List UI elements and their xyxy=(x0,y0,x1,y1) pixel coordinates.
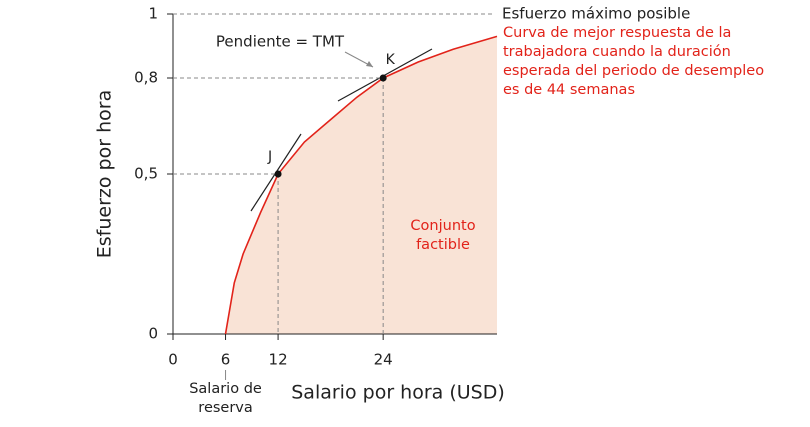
point xyxy=(379,74,387,82)
curve-label: Curva de mejor respuesta de la trabajado… xyxy=(503,25,765,98)
x-axis-label: Salario por hora (USD) xyxy=(291,382,505,404)
slope-pointer-head xyxy=(366,61,373,67)
y-tick-label: 0,5 xyxy=(134,165,158,183)
point-label: K xyxy=(386,52,396,68)
x-tick-label: 12 xyxy=(269,351,288,369)
tangent-k xyxy=(337,48,433,102)
point-label: J xyxy=(267,149,272,165)
x-tick-label: 24 xyxy=(374,351,393,369)
feasible-area xyxy=(225,36,497,335)
y-tick-label: 1 xyxy=(148,5,158,23)
point xyxy=(274,170,282,178)
x-tick-label: 6 xyxy=(221,351,231,369)
best-response-curve xyxy=(224,35,498,335)
max-effort-label: Esfuerzo máximo posible xyxy=(502,5,690,23)
y-tick-label: 0,8 xyxy=(134,69,158,87)
reservation-label: Salario de reserva xyxy=(189,381,262,416)
y-tick-label: 0 xyxy=(148,325,158,343)
x-tick-label: 0 xyxy=(168,351,178,369)
slope-label: Pendiente = TMT xyxy=(216,33,345,51)
y-axis-label: Esfuerzo por hora xyxy=(94,90,116,258)
area-label: Conjunto factible xyxy=(410,218,476,253)
